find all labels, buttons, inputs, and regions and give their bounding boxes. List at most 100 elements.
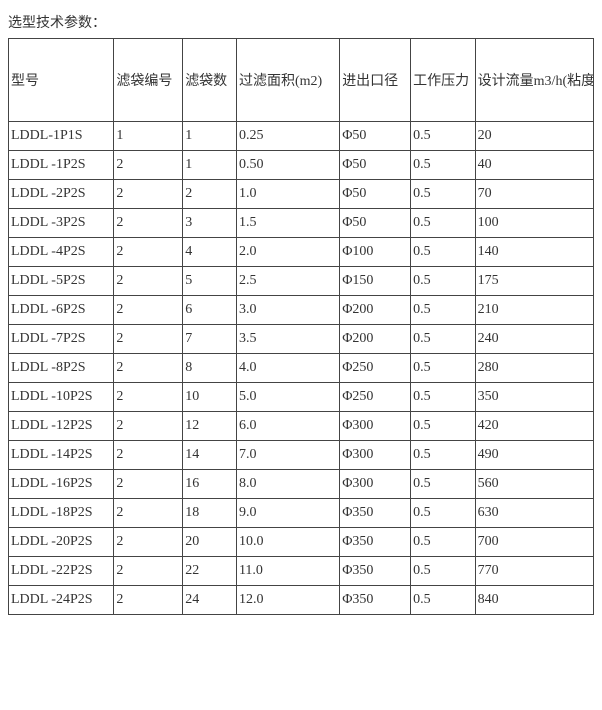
table-cell: Φ100 bbox=[340, 238, 411, 267]
table-row: LDDL -6P2S263.0Φ2000.5210 bbox=[9, 296, 594, 325]
table-row: LDDL -3P2S231.5Φ500.5100 bbox=[9, 209, 594, 238]
table-cell: 3.0 bbox=[236, 296, 339, 325]
table-cell: LDDL -4P2S bbox=[9, 238, 114, 267]
table-cell: 14 bbox=[183, 441, 237, 470]
table-cell: Φ50 bbox=[340, 180, 411, 209]
table-cell: 8.0 bbox=[236, 470, 339, 499]
table-cell: 0.5 bbox=[411, 122, 476, 151]
table-cell: LDDL -22P2S bbox=[9, 557, 114, 586]
table-cell: 0.5 bbox=[411, 296, 476, 325]
table-cell: Φ50 bbox=[340, 151, 411, 180]
table-cell: 0.5 bbox=[411, 499, 476, 528]
table-cell: Φ300 bbox=[340, 441, 411, 470]
table-cell: 2 bbox=[114, 528, 183, 557]
table-cell: 0.5 bbox=[411, 412, 476, 441]
table-cell: 0.25 bbox=[236, 122, 339, 151]
col-header-model: 型号 bbox=[9, 39, 114, 122]
table-row: LDDL -5P2S252.5Φ1500.5175 bbox=[9, 267, 594, 296]
table-cell: 2 bbox=[114, 151, 183, 180]
table-cell: Φ200 bbox=[340, 296, 411, 325]
table-cell: LDDL -7P2S bbox=[9, 325, 114, 354]
table-row: LDDL -1P2S210.50Φ500.540 bbox=[9, 151, 594, 180]
table-cell: 10 bbox=[183, 383, 237, 412]
table-cell: 1 bbox=[114, 122, 183, 151]
table-cell: LDDL-1P1S bbox=[9, 122, 114, 151]
col-header-bagcount: 滤袋数 bbox=[183, 39, 237, 122]
table-cell: Φ350 bbox=[340, 528, 411, 557]
table-body: LDDL-1P1S110.25Φ500.520LDDL -1P2S210.50Φ… bbox=[9, 122, 594, 615]
table-cell: 0.5 bbox=[411, 383, 476, 412]
table-cell: 2 bbox=[114, 180, 183, 209]
table-cell: 24 bbox=[183, 586, 237, 615]
table-cell: 2 bbox=[114, 209, 183, 238]
table-cell: 100 bbox=[475, 209, 593, 238]
col-header-bagcode: 滤袋编号 bbox=[114, 39, 183, 122]
table-row: LDDL -20P2S22010.0Φ3500.5700 bbox=[9, 528, 594, 557]
table-cell: 0.5 bbox=[411, 267, 476, 296]
table-cell: 240 bbox=[475, 325, 593, 354]
table-cell: LDDL -2P2S bbox=[9, 180, 114, 209]
table-row: LDDL -4P2S242.0Φ1000.5140 bbox=[9, 238, 594, 267]
table-cell: 7 bbox=[183, 325, 237, 354]
table-row: LDDL -12P2S2126.0Φ3000.5420 bbox=[9, 412, 594, 441]
table-cell: 2 bbox=[114, 325, 183, 354]
table-cell: 2 bbox=[114, 557, 183, 586]
table-cell: 11.0 bbox=[236, 557, 339, 586]
table-cell: Φ200 bbox=[340, 325, 411, 354]
table-cell: LDDL -5P2S bbox=[9, 267, 114, 296]
table-cell: 40 bbox=[475, 151, 593, 180]
table-cell: 2 bbox=[114, 441, 183, 470]
table-cell: 8 bbox=[183, 354, 237, 383]
col-header-inout: 进出口径 bbox=[340, 39, 411, 122]
table-cell: LDDL -3P2S bbox=[9, 209, 114, 238]
table-cell: 3 bbox=[183, 209, 237, 238]
table-row: LDDL -16P2S2168.0Φ3000.5560 bbox=[9, 470, 594, 499]
table-cell: 2 bbox=[114, 470, 183, 499]
table-cell: 0.5 bbox=[411, 325, 476, 354]
table-cell: 2.5 bbox=[236, 267, 339, 296]
table-cell: Φ300 bbox=[340, 412, 411, 441]
col-header-filterarea: 过滤面积(m2) bbox=[236, 39, 339, 122]
table-cell: 0.5 bbox=[411, 586, 476, 615]
table-cell: 1 bbox=[183, 122, 237, 151]
table-cell: 0.5 bbox=[411, 354, 476, 383]
table-cell: 1.0 bbox=[236, 180, 339, 209]
table-cell: 0.5 bbox=[411, 470, 476, 499]
table-cell: 420 bbox=[475, 412, 593, 441]
table-cell: 0.50 bbox=[236, 151, 339, 180]
table-cell: Φ50 bbox=[340, 209, 411, 238]
table-cell: 20 bbox=[475, 122, 593, 151]
table-cell: 12.0 bbox=[236, 586, 339, 615]
spec-table: 型号 滤袋编号 滤袋数 过滤面积(m2) 进出口径 工作压力 设计流量m3/h(… bbox=[8, 38, 594, 615]
table-cell: 2 bbox=[114, 354, 183, 383]
table-cell: 280 bbox=[475, 354, 593, 383]
table-cell: 2 bbox=[114, 267, 183, 296]
table-cell: 0.5 bbox=[411, 151, 476, 180]
table-cell: 700 bbox=[475, 528, 593, 557]
col-header-pressure: 工作压力 bbox=[411, 39, 476, 122]
table-cell: LDDL -18P2S bbox=[9, 499, 114, 528]
col-header-flowrate: 设计流量m3/h(粘度=1厘泊) bbox=[475, 39, 593, 122]
table-cell: LDDL -10P2S bbox=[9, 383, 114, 412]
table-cell: 0.5 bbox=[411, 557, 476, 586]
table-cell: Φ50 bbox=[340, 122, 411, 151]
table-cell: Φ250 bbox=[340, 354, 411, 383]
table-cell: Φ350 bbox=[340, 557, 411, 586]
table-cell: LDDL -14P2S bbox=[9, 441, 114, 470]
table-cell: 4.0 bbox=[236, 354, 339, 383]
table-cell: 2.0 bbox=[236, 238, 339, 267]
table-cell: 560 bbox=[475, 470, 593, 499]
table-cell: 175 bbox=[475, 267, 593, 296]
table-cell: 0.5 bbox=[411, 528, 476, 557]
table-cell: 490 bbox=[475, 441, 593, 470]
table-cell: 22 bbox=[183, 557, 237, 586]
table-cell: 0.5 bbox=[411, 238, 476, 267]
table-header-row: 型号 滤袋编号 滤袋数 过滤面积(m2) 进出口径 工作压力 设计流量m3/h(… bbox=[9, 39, 594, 122]
table-cell: 12 bbox=[183, 412, 237, 441]
table-cell: 2 bbox=[114, 296, 183, 325]
table-row: LDDL -18P2S2189.0Φ3500.5630 bbox=[9, 499, 594, 528]
table-cell: 1.5 bbox=[236, 209, 339, 238]
table-row: LDDL -2P2S221.0Φ500.570 bbox=[9, 180, 594, 209]
table-row: LDDL -14P2S2147.0Φ3000.5490 bbox=[9, 441, 594, 470]
page-title: 选型技术参数： bbox=[8, 12, 594, 32]
